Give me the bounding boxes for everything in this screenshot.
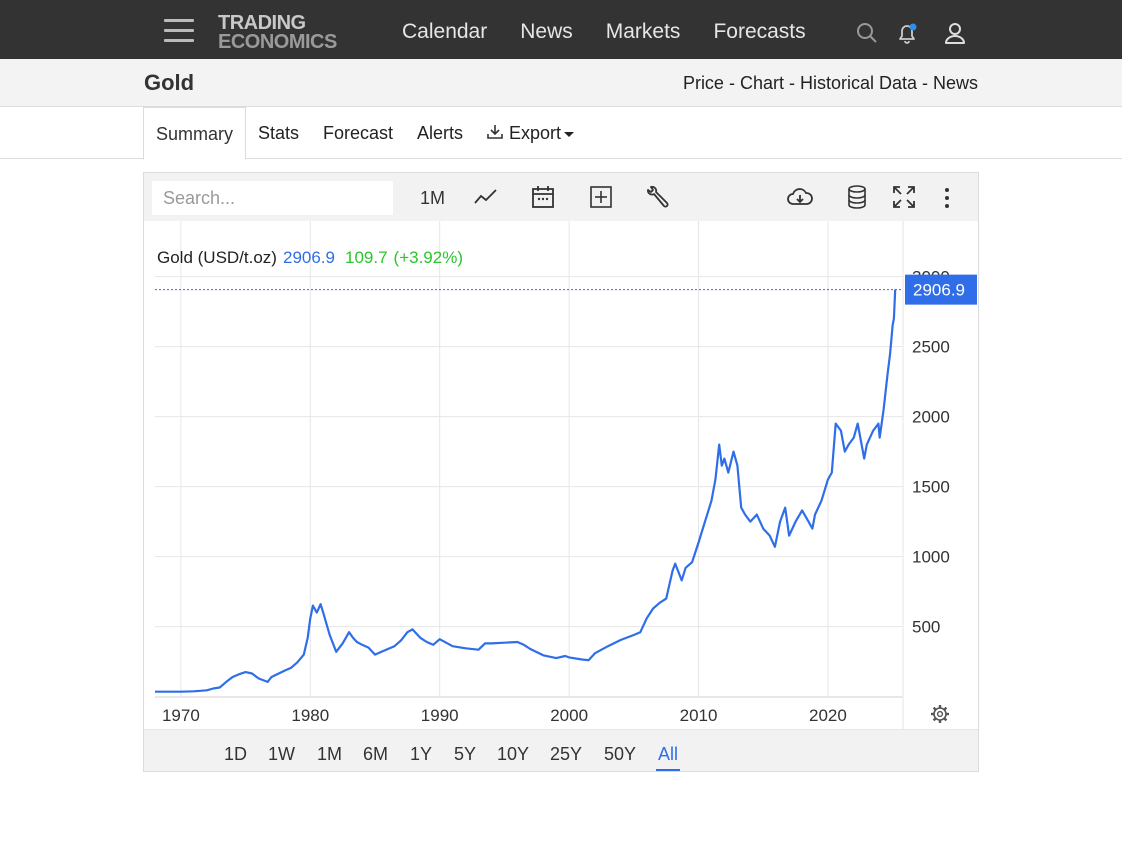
menu-icon[interactable] <box>164 19 194 43</box>
title-bar: Gold Price - Chart - Historical Data - N… <box>0 59 1122 107</box>
calendar-icon[interactable] <box>531 185 555 214</box>
cloud-download-icon[interactable] <box>786 185 814 214</box>
quote-change: 109.7 <box>345 248 388 267</box>
logo-line1: TRADING <box>218 12 306 34</box>
range-5y[interactable]: 5Y <box>454 744 477 764</box>
add-box-icon[interactable] <box>589 185 613 214</box>
tab-forecast[interactable]: Forecast <box>323 123 394 143</box>
last-price-box <box>905 274 977 305</box>
tab-stats[interactable]: Stats <box>258 123 300 143</box>
nav-link-markets[interactable]: Markets <box>605 20 681 43</box>
quote-price: 2906.9 <box>283 248 335 267</box>
range-1w[interactable]: 1W <box>268 744 295 764</box>
range-6m[interactable]: 6M <box>363 744 389 764</box>
chart-grid <box>155 221 904 731</box>
quote-label: Gold (USD/t.oz) 2906.9 109.7 (+3.92%) <box>157 248 463 267</box>
logo[interactable]: TRADING ECONOMICS <box>218 12 337 53</box>
y-tick-label: 500 <box>912 618 940 637</box>
line-chart-icon[interactable] <box>474 185 498 214</box>
download-icon <box>487 125 503 139</box>
x-tick-label: 1980 <box>291 706 329 725</box>
x-axis-ticks: 1970 1980 1990 2000 2010 2020 <box>162 706 847 725</box>
x-tick-label: 1990 <box>421 706 459 725</box>
more-vertical-icon[interactable] <box>944 185 950 214</box>
x-tick-label: 1970 <box>162 706 200 725</box>
range-1y[interactable]: 1Y <box>410 744 433 764</box>
tab-bar: Summary Stats Forecast Alerts Export <box>0 107 1122 160</box>
last-price-label: 2906.9 <box>913 281 965 300</box>
nav-link-news[interactable]: News <box>520 20 573 43</box>
price-chart[interactable]: Gold (USD/t.oz) 2906.9 109.7 (+3.92%) 500 10… <box>144 221 978 731</box>
nav-link-forecasts[interactable]: Forecasts <box>713 20 806 43</box>
page-title: Gold <box>144 70 195 95</box>
x-tick-label: 2010 <box>680 706 718 725</box>
y-axis-ticks: 50010001500200025003000 <box>912 268 950 637</box>
range-all[interactable]: All <box>656 744 681 771</box>
tab-alerts[interactable]: Alerts <box>417 123 464 143</box>
series-line-gold <box>155 289 897 693</box>
header-links[interactable]: Price - Chart - Historical Data - News <box>682 73 978 93</box>
interval-button[interactable]: 1M <box>420 188 446 208</box>
y-tick-label: 2000 <box>912 408 950 427</box>
caret-down-icon <box>564 131 575 137</box>
logo-line2: ECONOMICS <box>218 31 337 53</box>
range-50y[interactable]: 50Y <box>604 744 637 764</box>
x-tick-label: 2020 <box>809 706 847 725</box>
y-tick-label: 1500 <box>912 478 950 497</box>
chart-toolbar: 1M <box>144 173 978 221</box>
range-25y[interactable]: 25Y <box>550 744 583 764</box>
x-tick-label: 2000 <box>550 706 588 725</box>
settings-icon[interactable] <box>931 705 949 723</box>
export-label: Export <box>509 123 562 143</box>
range-10y[interactable]: 10Y <box>497 744 530 764</box>
wrench-icon[interactable] <box>645 185 669 216</box>
database-icon[interactable] <box>847 185 867 214</box>
y-tick-label: 2500 <box>912 338 950 357</box>
search-input[interactable] <box>152 181 393 215</box>
bell-icon[interactable] <box>895 22 919 46</box>
user-icon[interactable] <box>944 22 966 44</box>
nav-link-calendar[interactable]: Calendar <box>402 20 488 43</box>
search-icon[interactable] <box>856 22 878 44</box>
range-selector: 1D 1W 1M 6M 1Y 5Y 10Y 25Y 50Y All <box>144 729 978 771</box>
top-navbar: TRADING ECONOMICS Calendar News Markets … <box>0 0 1122 59</box>
quote-change-pct: (+3.92%) <box>394 248 463 267</box>
tab-export[interactable]: Export <box>486 107 575 159</box>
range-1d[interactable]: 1D <box>224 744 248 764</box>
fullscreen-icon[interactable] <box>892 185 916 214</box>
nav-links: Calendar News Markets Forecasts <box>402 20 839 44</box>
chart-panel: 1M Gold (USD/t.oz) 2906.9 109.7 (+3.92%) 50… <box>143 172 979 772</box>
quote-name: Gold (USD/t.oz) <box>157 248 277 267</box>
tab-summary[interactable]: Summary <box>143 107 247 160</box>
y-tick-label: 1000 <box>912 548 950 567</box>
range-1m[interactable]: 1M <box>317 744 343 764</box>
